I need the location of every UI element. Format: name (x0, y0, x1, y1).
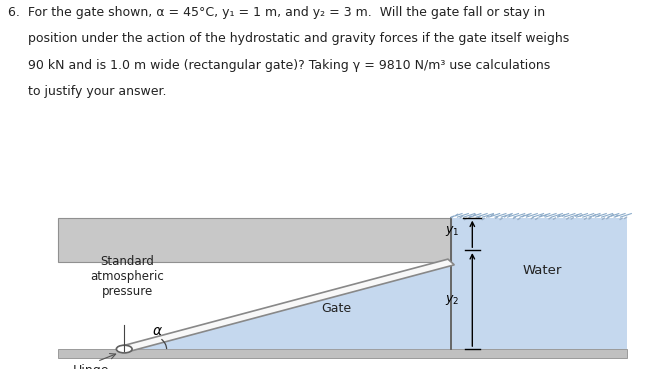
Polygon shape (124, 262, 451, 349)
Circle shape (116, 345, 132, 353)
Text: 6.  For the gate shown, α = 45°C, y₁ = 1 m, and y₂ = 3 m.  Will the gate fall or: 6. For the gate shown, α = 45°C, y₁ = 1 … (8, 6, 545, 18)
Text: $y_1$: $y_1$ (445, 224, 459, 238)
Text: $y_2$: $y_2$ (445, 293, 459, 307)
Text: position under the action of the hydrostatic and gravity forces if the gate itse: position under the action of the hydrost… (8, 32, 569, 45)
Text: Gate: Gate (321, 302, 351, 315)
Text: Standard
atmospheric
pressure: Standard atmospheric pressure (90, 255, 164, 298)
Text: 90 kN and is 1.0 m wide (rectangular gate)? Taking γ = 9810 N/m³ use calculation: 90 kN and is 1.0 m wide (rectangular gat… (8, 59, 550, 72)
Text: $\alpha$: $\alpha$ (152, 324, 163, 338)
Text: Hinge: Hinge (72, 365, 109, 369)
Polygon shape (121, 259, 454, 352)
Polygon shape (58, 218, 451, 262)
Text: Water: Water (522, 264, 562, 277)
Polygon shape (451, 218, 626, 349)
Polygon shape (58, 349, 626, 358)
Text: to justify your answer.: to justify your answer. (8, 85, 166, 98)
